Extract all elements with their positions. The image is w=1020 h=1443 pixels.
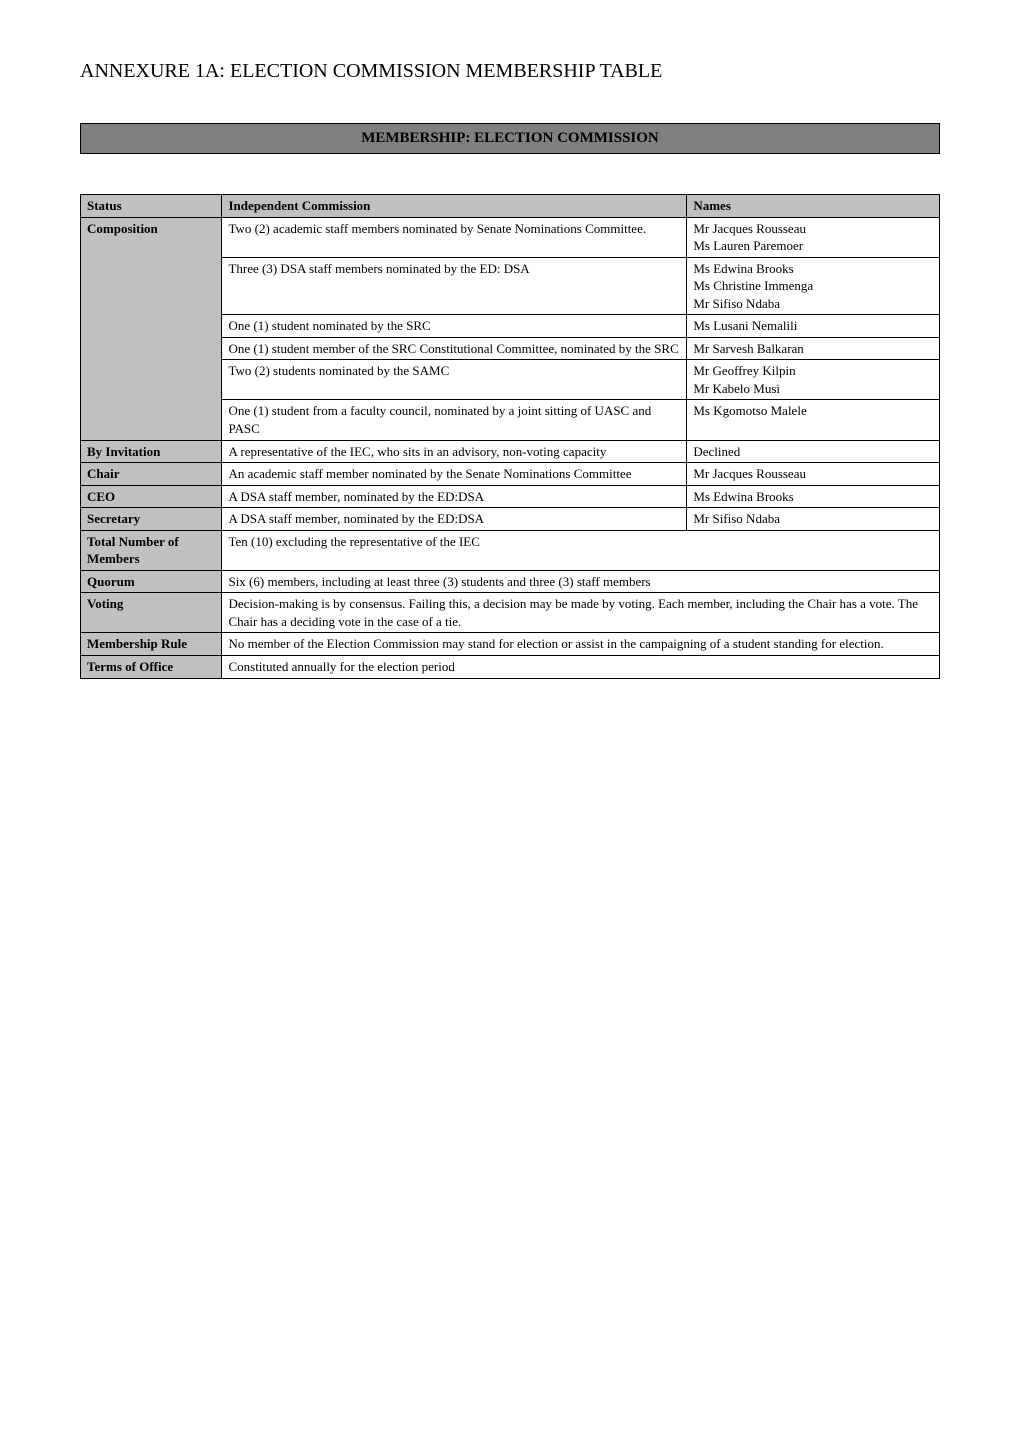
composition-names: Mr Sarvesh Balkaran bbox=[687, 337, 940, 360]
composition-names: Mr Geoffrey KilpinMr Kabelo Musi bbox=[687, 360, 940, 400]
quorum-label: Quorum bbox=[81, 570, 222, 593]
by-invitation-names: Declined bbox=[687, 440, 940, 463]
table-header-row: Status Independent Commission Names bbox=[81, 195, 940, 218]
header-names: Names bbox=[687, 195, 940, 218]
table-row: Secretary A DSA staff member, nominated … bbox=[81, 508, 940, 531]
composition-desc: One (1) student member of the SRC Consti… bbox=[222, 337, 687, 360]
membership-rule-desc: No member of the Election Commission may… bbox=[222, 633, 940, 656]
table-row: Quorum Six (6) members, including at lea… bbox=[81, 570, 940, 593]
ceo-names: Ms Edwina Brooks bbox=[687, 485, 940, 508]
header-commission: Independent Commission bbox=[222, 195, 687, 218]
composition-desc: Two (2) academic staff members nominated… bbox=[222, 217, 687, 257]
by-invitation-desc: A representative of the IEC, who sits in… bbox=[222, 440, 687, 463]
composition-desc: One (1) student from a faculty council, … bbox=[222, 400, 687, 440]
chair-names: Mr Jacques Rousseau bbox=[687, 463, 940, 486]
composition-label: Composition bbox=[81, 217, 222, 440]
secretary-names: Mr Sifiso Ndaba bbox=[687, 508, 940, 531]
secretary-label: Secretary bbox=[81, 508, 222, 531]
table-row: Composition Two (2) academic staff membe… bbox=[81, 217, 940, 257]
terms-of-office-desc: Constituted annually for the election pe… bbox=[222, 656, 940, 679]
terms-of-office-label: Terms of Office bbox=[81, 656, 222, 679]
composition-desc: One (1) student nominated by the SRC bbox=[222, 315, 687, 338]
membership-rule-label: Membership Rule bbox=[81, 633, 222, 656]
membership-banner: MEMBERSHIP: ELECTION COMMISSION bbox=[80, 123, 940, 154]
voting-label: Voting bbox=[81, 593, 222, 633]
table-row: Terms of Office Constituted annually for… bbox=[81, 656, 940, 679]
composition-names: Ms Edwina BrooksMs Christine ImmengaMr S… bbox=[687, 257, 940, 315]
ceo-desc: A DSA staff member, nominated by the ED:… bbox=[222, 485, 687, 508]
total-number-desc: Ten (10) excluding the representative of… bbox=[222, 530, 940, 570]
table-row: Total Number of Members Ten (10) excludi… bbox=[81, 530, 940, 570]
page-title: ANNEXURE 1A: ELECTION COMMISSION MEMBERS… bbox=[80, 60, 940, 83]
composition-names: Ms Kgomotso Malele bbox=[687, 400, 940, 440]
table-row: Voting Decision-making is by consensus. … bbox=[81, 593, 940, 633]
total-number-label: Total Number of Members bbox=[81, 530, 222, 570]
header-status: Status bbox=[81, 195, 222, 218]
by-invitation-label: By Invitation bbox=[81, 440, 222, 463]
chair-desc: An academic staff member nominated by th… bbox=[222, 463, 687, 486]
membership-table: Status Independent Commission Names Comp… bbox=[80, 194, 940, 679]
secretary-desc: A DSA staff member, nominated by the ED:… bbox=[222, 508, 687, 531]
table-row: Chair An academic staff member nominated… bbox=[81, 463, 940, 486]
voting-desc: Decision-making is by consensus. Failing… bbox=[222, 593, 940, 633]
table-row: CEO A DSA staff member, nominated by the… bbox=[81, 485, 940, 508]
table-row: By Invitation A representative of the IE… bbox=[81, 440, 940, 463]
composition-names: Mr Jacques RousseauMs Lauren Paremoer bbox=[687, 217, 940, 257]
ceo-label: CEO bbox=[81, 485, 222, 508]
composition-names: Ms Lusani Nemalili bbox=[687, 315, 940, 338]
table-row: Membership Rule No member of the Electio… bbox=[81, 633, 940, 656]
composition-desc: Two (2) students nominated by the SAMC bbox=[222, 360, 687, 400]
composition-desc: Three (3) DSA staff members nominated by… bbox=[222, 257, 687, 315]
quorum-desc: Six (6) members, including at least thre… bbox=[222, 570, 940, 593]
chair-label: Chair bbox=[81, 463, 222, 486]
